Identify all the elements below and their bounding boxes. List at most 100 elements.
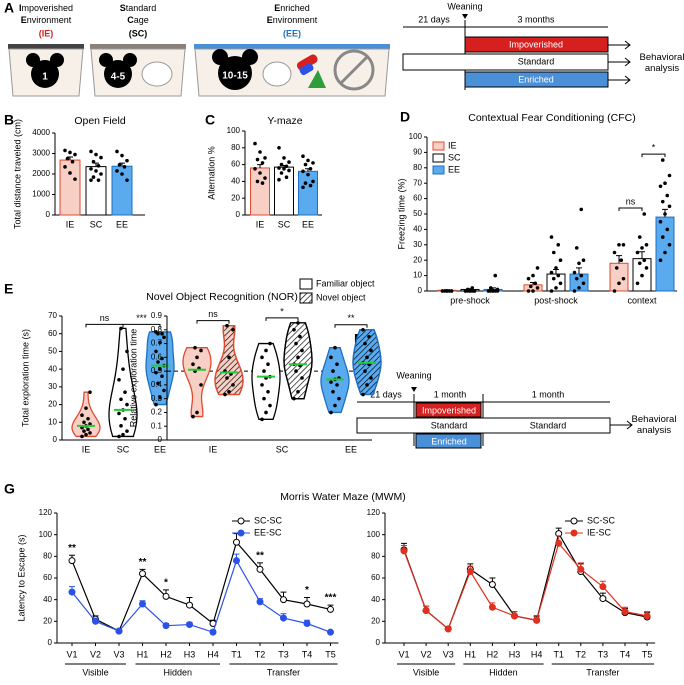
data-point xyxy=(160,331,164,336)
data-point xyxy=(191,362,195,367)
weaning-marker xyxy=(462,14,468,19)
y-tick-label: 60 xyxy=(413,194,422,203)
data-point xyxy=(526,289,531,293)
sig-bracket xyxy=(641,153,666,158)
violin xyxy=(71,391,101,438)
violin-hatch xyxy=(214,324,244,396)
data-point xyxy=(88,431,92,435)
x-tick-label: H4 xyxy=(531,649,543,659)
mouse-count: 1 xyxy=(42,72,48,83)
data-point xyxy=(120,172,124,176)
data-point xyxy=(156,381,160,386)
data-point xyxy=(65,156,70,161)
data-point xyxy=(298,334,302,339)
chart-title: Morris Water Maze (MWM) xyxy=(280,491,406,503)
sig-label: * xyxy=(652,142,656,152)
data-point xyxy=(162,388,166,393)
data-point xyxy=(125,178,129,182)
data-point xyxy=(637,235,642,239)
data-point xyxy=(119,424,123,428)
error-bar xyxy=(576,267,582,275)
data-point xyxy=(260,383,264,387)
data-point xyxy=(300,348,304,353)
data-point xyxy=(533,281,538,286)
data-point xyxy=(294,369,298,373)
y-tick-label: 4000 xyxy=(32,128,50,137)
data-point xyxy=(80,434,84,439)
marker xyxy=(466,568,474,575)
data-point xyxy=(531,289,535,293)
sig-bracket xyxy=(265,317,299,321)
legend-label: SC-SC xyxy=(587,515,616,525)
data-point xyxy=(121,432,125,437)
y-tick-label: 0 xyxy=(376,638,381,647)
marker xyxy=(68,557,76,565)
marker xyxy=(233,538,240,546)
line xyxy=(403,532,648,630)
data-point xyxy=(551,276,556,281)
data-point xyxy=(644,266,649,270)
nesting xyxy=(262,61,292,87)
y-tick-label: 40 xyxy=(371,595,380,604)
data-point xyxy=(154,370,158,375)
x-tick-label: V1 xyxy=(66,649,77,659)
data-point xyxy=(263,156,267,160)
data-point xyxy=(445,289,449,293)
sig-label: * xyxy=(164,578,168,589)
data-point xyxy=(486,289,491,293)
marker xyxy=(162,622,170,630)
data-point xyxy=(120,153,124,158)
data-point xyxy=(581,258,586,263)
sig-label: ** xyxy=(68,543,76,554)
arm-label: Enriched xyxy=(518,74,554,84)
x-tick-label: T2 xyxy=(255,649,266,659)
data-point xyxy=(119,326,123,331)
marker xyxy=(186,621,193,629)
data-point xyxy=(554,286,558,290)
x-tick-label: post-shock xyxy=(534,295,578,305)
y-tick-label: 90 xyxy=(413,148,422,157)
violin xyxy=(251,342,281,420)
y-tick-label: 100 xyxy=(39,530,53,539)
tunnel xyxy=(296,54,318,71)
timeline-phase: 1 month xyxy=(434,389,467,399)
marker xyxy=(92,617,99,625)
data-point xyxy=(663,181,667,185)
marker xyxy=(511,612,518,620)
data-point xyxy=(301,154,305,158)
data-point xyxy=(311,179,315,184)
data-point xyxy=(365,355,369,360)
data-point xyxy=(63,165,67,169)
data-point xyxy=(84,432,88,437)
line xyxy=(403,542,648,630)
legend-swatch xyxy=(432,141,445,151)
data-point xyxy=(470,286,475,290)
data-point xyxy=(91,175,96,179)
x-tick-label: IE xyxy=(209,444,218,454)
data-point xyxy=(154,402,158,407)
x-tick-label: EE xyxy=(116,219,128,229)
data-point xyxy=(125,158,129,163)
data-point xyxy=(96,164,101,168)
cage-lid xyxy=(90,44,186,49)
chart-title: Novel Object Recognition (NOR) xyxy=(146,291,298,303)
data-point xyxy=(663,250,667,255)
data-point xyxy=(635,281,640,286)
weaning-marker xyxy=(411,387,417,392)
data-point xyxy=(73,152,77,157)
y-tick-label: 10 xyxy=(413,271,422,280)
bar xyxy=(298,170,318,216)
data-point xyxy=(369,376,373,380)
legend-label: SC xyxy=(448,152,461,162)
y-tick-label: 0 xyxy=(53,435,58,444)
data-point xyxy=(292,396,296,401)
sig-bracket xyxy=(618,207,643,211)
data-point xyxy=(361,327,365,332)
x-tick-label: T3 xyxy=(278,649,289,659)
marker xyxy=(186,601,193,609)
cage-lid xyxy=(194,44,390,49)
marker xyxy=(422,607,430,614)
arrows xyxy=(608,40,631,85)
outcome: Behavioral analysis xyxy=(639,52,684,74)
